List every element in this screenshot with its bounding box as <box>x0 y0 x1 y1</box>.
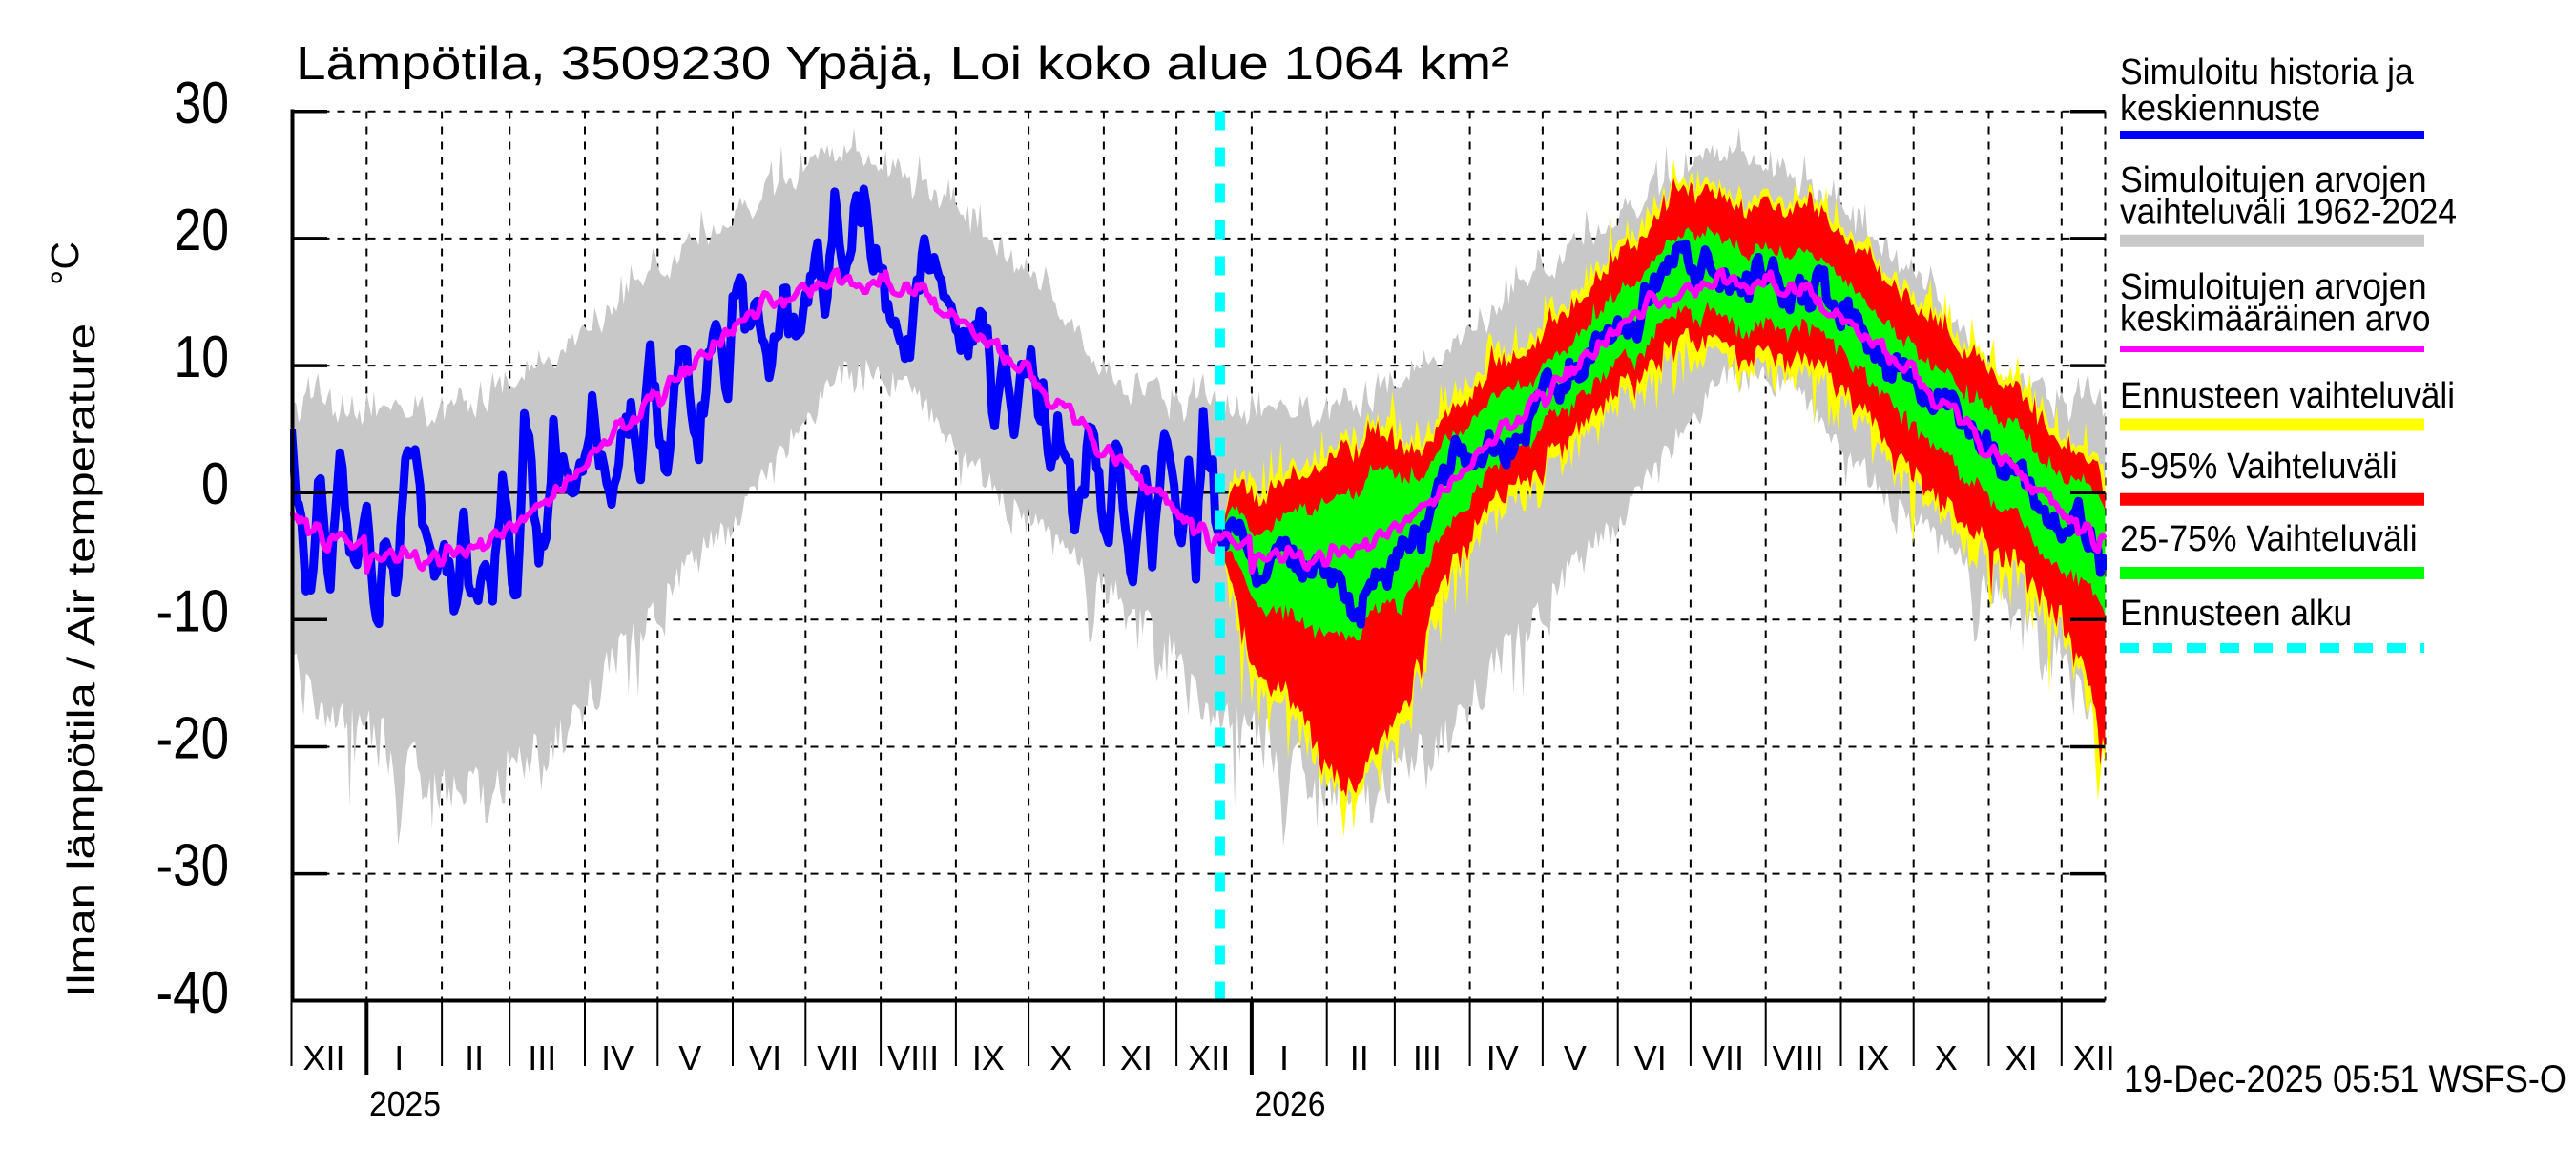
svg-text:XI: XI <box>1120 1038 1153 1077</box>
svg-text:Simuloitujen arvojen: Simuloitujen arvojen <box>2120 267 2427 307</box>
svg-text:X: X <box>1049 1038 1072 1077</box>
svg-text:VII: VII <box>817 1038 859 1077</box>
svg-text:2026: 2026 <box>1255 1084 1326 1123</box>
svg-text:IV: IV <box>1486 1038 1519 1077</box>
svg-text:keskiennuste: keskiennuste <box>2120 89 2320 129</box>
svg-text:XI: XI <box>2005 1038 2038 1077</box>
svg-text:XII: XII <box>1188 1038 1230 1077</box>
svg-text:XII: XII <box>2073 1038 2115 1077</box>
svg-text:19-Dec-2025 05:51 WSFS-O: 19-Dec-2025 05:51 WSFS-O <box>2124 1058 2566 1100</box>
svg-text:10: 10 <box>175 324 230 390</box>
svg-text:III: III <box>1413 1038 1442 1077</box>
svg-text:I: I <box>394 1038 404 1077</box>
svg-text:-10: -10 <box>156 578 230 644</box>
svg-text:Ennusteen alku: Ennusteen alku <box>2120 594 2352 634</box>
svg-text:2025: 2025 <box>369 1084 441 1123</box>
svg-text:VIII: VIII <box>1773 1038 1824 1077</box>
svg-text:keskimääräinen arvo: keskimääräinen arvo <box>2120 299 2431 339</box>
svg-text:-20: -20 <box>156 706 230 772</box>
svg-text:IX: IX <box>1857 1038 1889 1077</box>
svg-text:Ilman lämpötila / Air temperat: Ilman lämpötila / Air temperature <box>59 324 103 997</box>
svg-text:I: I <box>1279 1038 1289 1077</box>
svg-text:VII: VII <box>1702 1038 1744 1077</box>
svg-text:20: 20 <box>175 198 230 263</box>
svg-text:25-75% Vaihteluväli: 25-75% Vaihteluväli <box>2120 519 2418 559</box>
svg-text:°C: °C <box>43 241 87 285</box>
svg-text:0: 0 <box>201 451 229 517</box>
svg-text:Lämpötila, 3509230 Ypäjä, Loi: Lämpötila, 3509230 Ypäjä, Loi koko alue … <box>296 38 1509 90</box>
svg-text:30: 30 <box>175 71 230 136</box>
svg-text:II: II <box>465 1038 484 1077</box>
svg-text:Simuloitu historia ja: Simuloitu historia ja <box>2120 52 2415 93</box>
svg-text:V: V <box>678 1038 701 1077</box>
svg-text:-40: -40 <box>156 960 230 1026</box>
svg-text:VI: VI <box>1634 1038 1667 1077</box>
svg-text:XII: XII <box>302 1038 344 1077</box>
svg-text:-30: -30 <box>156 833 230 899</box>
svg-text:IV: IV <box>601 1038 634 1077</box>
svg-text:Ennusteen vaihteluväli: Ennusteen vaihteluväli <box>2120 376 2455 416</box>
svg-text:VI: VI <box>749 1038 781 1077</box>
svg-text:V: V <box>1564 1038 1587 1077</box>
svg-text:VIII: VIII <box>887 1038 939 1077</box>
svg-text:X: X <box>1935 1038 1958 1077</box>
svg-text:5-95% Vaihteluväli: 5-95% Vaihteluväli <box>2120 447 2398 487</box>
svg-text:III: III <box>528 1038 556 1077</box>
svg-text:IX: IX <box>972 1038 1005 1077</box>
svg-text:Simuloitujen arvojen: Simuloitujen arvojen <box>2120 160 2427 200</box>
svg-text:vaihteluväli 1962-2024: vaihteluväli 1962-2024 <box>2120 193 2457 233</box>
svg-text:II: II <box>1350 1038 1369 1077</box>
